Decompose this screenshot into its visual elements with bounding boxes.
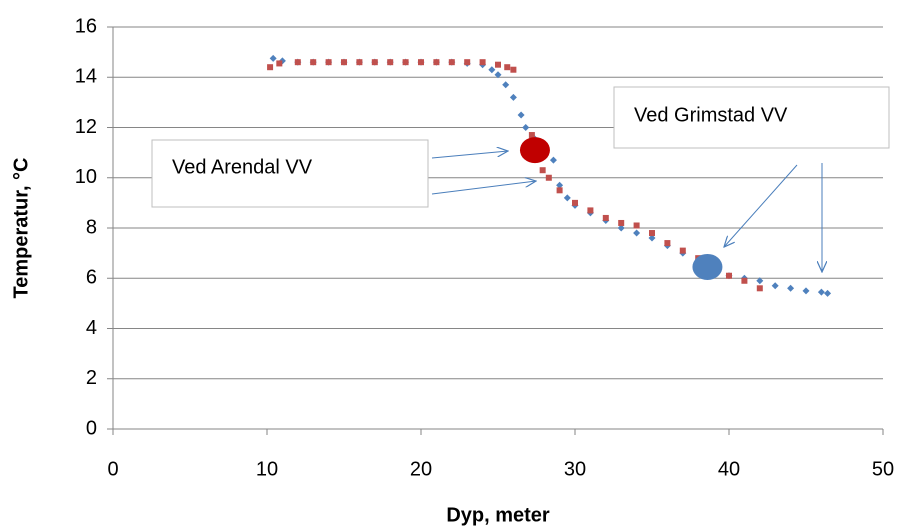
point xyxy=(587,207,594,214)
x-tick-label: 10 xyxy=(256,458,278,480)
point xyxy=(756,285,763,292)
point xyxy=(802,287,810,295)
y-axis-title: Temperatur, °C xyxy=(10,158,32,299)
x-tick-label: 20 xyxy=(410,458,432,480)
plot-marks xyxy=(267,54,832,297)
point xyxy=(556,187,563,194)
point xyxy=(517,111,525,119)
point xyxy=(356,59,363,66)
point xyxy=(649,230,655,237)
x-axis-title: Dyp, meter xyxy=(446,504,550,526)
x-tick-label: 30 xyxy=(564,458,586,480)
point xyxy=(294,59,301,66)
point xyxy=(648,234,656,242)
point xyxy=(679,247,686,254)
y-tick-label: 0 xyxy=(86,417,97,439)
y-tick-label: 16 xyxy=(75,15,97,37)
point xyxy=(510,66,517,73)
point xyxy=(267,64,274,71)
point xyxy=(418,59,424,66)
point xyxy=(495,61,501,68)
point xyxy=(402,59,409,66)
point xyxy=(502,81,510,89)
arrow xyxy=(431,151,508,159)
point xyxy=(325,59,332,66)
point xyxy=(771,282,779,290)
highlight-point xyxy=(519,137,550,164)
point xyxy=(504,64,511,71)
point xyxy=(433,59,440,66)
point xyxy=(824,289,832,297)
point xyxy=(602,214,609,221)
annotation-text: Ved Arendal VV xyxy=(172,156,313,178)
point xyxy=(787,284,795,292)
point xyxy=(549,156,557,164)
point xyxy=(509,93,517,101)
point xyxy=(756,277,764,285)
point xyxy=(276,60,283,67)
point xyxy=(494,71,502,79)
point xyxy=(488,66,496,74)
point xyxy=(448,59,455,66)
annotation-arendal: Ved Arendal VV xyxy=(151,139,536,208)
point xyxy=(522,124,530,131)
annotation-box xyxy=(151,139,429,208)
annotation-box xyxy=(613,86,890,149)
point xyxy=(528,132,535,139)
y-tick-label: 12 xyxy=(75,116,97,138)
annotation-grimstad: Ved Grimstad VV xyxy=(613,86,890,272)
point xyxy=(464,59,471,66)
point xyxy=(539,167,546,174)
point xyxy=(310,59,317,66)
point xyxy=(556,181,564,189)
point xyxy=(563,194,571,202)
highlight-point xyxy=(692,253,723,280)
point xyxy=(572,199,578,206)
point xyxy=(269,54,277,62)
point xyxy=(726,272,732,279)
y-tick-label: 14 xyxy=(75,66,97,88)
point xyxy=(617,224,625,232)
point xyxy=(387,59,394,66)
point xyxy=(545,174,552,181)
point xyxy=(664,240,671,247)
point xyxy=(341,59,347,66)
grid: 0 2 4 6 8 10 12 14 16 0 10 20 30 40 50 xyxy=(75,15,894,480)
y-tick-label: 2 xyxy=(86,367,97,389)
point xyxy=(741,277,748,284)
x-tick-label: 50 xyxy=(872,458,894,480)
annotation-text: Ved Grimstad VV xyxy=(634,104,788,126)
point xyxy=(479,59,486,66)
x-tick-label: 0 xyxy=(107,458,118,480)
arrow xyxy=(724,164,798,247)
y-tick-label: 4 xyxy=(86,317,97,339)
y-tick-label: 6 xyxy=(86,267,97,289)
arrow xyxy=(431,181,536,195)
point xyxy=(371,59,378,66)
point xyxy=(633,222,640,229)
point xyxy=(618,219,625,226)
point xyxy=(633,229,641,237)
y-tick-label: 8 xyxy=(86,216,97,238)
point xyxy=(817,288,825,296)
y-tick-label: 10 xyxy=(75,166,97,188)
x-tick-label: 40 xyxy=(718,458,740,480)
